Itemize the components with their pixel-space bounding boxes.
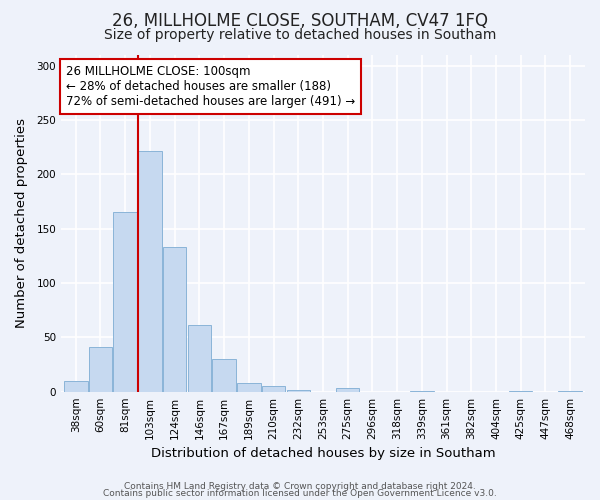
Bar (287, 390, 310, 392)
Text: Contains public sector information licensed under the Open Government Licence v3: Contains public sector information licen… (103, 489, 497, 498)
Bar (89, 347, 112, 392)
Bar (336, 388, 359, 392)
Bar (410, 390, 434, 392)
Text: 26, MILLHOLME CLOSE, SOUTHAM, CV47 1FQ: 26, MILLHOLME CLOSE, SOUTHAM, CV47 1FQ (112, 12, 488, 30)
Text: Size of property relative to detached houses in Southam: Size of property relative to detached ho… (104, 28, 496, 42)
Bar (509, 390, 532, 392)
Bar (138, 150, 161, 392)
Bar (559, 390, 582, 392)
Bar (188, 326, 211, 392)
Bar (237, 383, 260, 392)
Bar (113, 212, 137, 392)
Bar (262, 386, 285, 392)
Text: Contains HM Land Registry data © Crown copyright and database right 2024.: Contains HM Land Registry data © Crown c… (124, 482, 476, 491)
X-axis label: Distribution of detached houses by size in Southam: Distribution of detached houses by size … (151, 447, 495, 460)
Bar (163, 247, 187, 392)
Bar (212, 359, 236, 392)
Bar (64, 381, 88, 392)
Y-axis label: Number of detached properties: Number of detached properties (15, 118, 28, 328)
Text: 26 MILLHOLME CLOSE: 100sqm
← 28% of detached houses are smaller (188)
72% of sem: 26 MILLHOLME CLOSE: 100sqm ← 28% of deta… (66, 65, 355, 108)
